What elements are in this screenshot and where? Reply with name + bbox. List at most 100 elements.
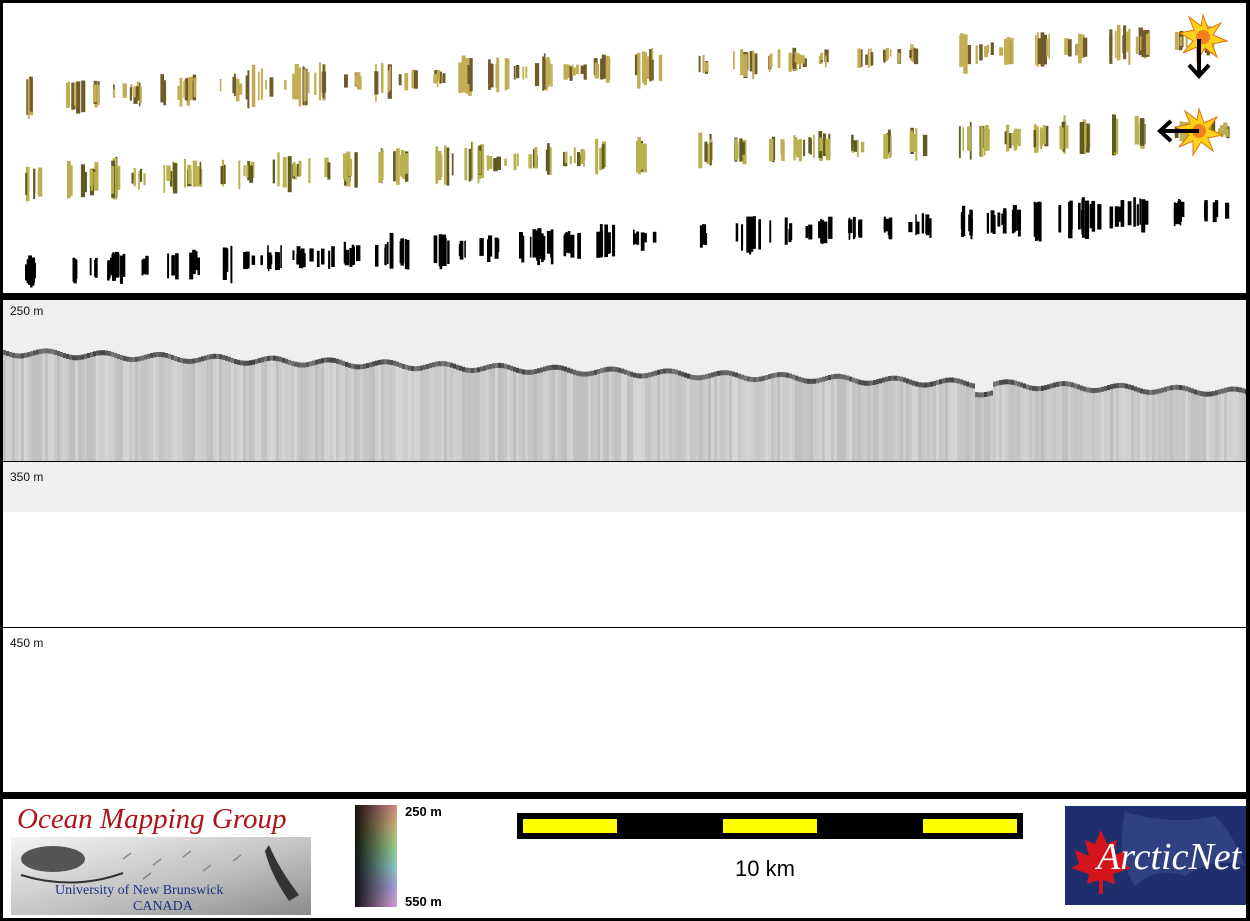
seabed-return [474, 367, 477, 373]
seabed-return [273, 355, 276, 361]
echo-column [528, 369, 531, 461]
relief-patch [642, 143, 647, 173]
echo-column [1170, 385, 1173, 461]
relief-patch [27, 78, 30, 119]
relief-patch [494, 237, 499, 259]
echo-column [633, 372, 636, 461]
echo-column [696, 375, 699, 461]
relief-patch [303, 69, 307, 102]
echo-column [1158, 388, 1161, 461]
seabed-return [345, 361, 348, 367]
echo-column [537, 368, 540, 461]
relief-patch [887, 133, 891, 153]
echo-column [51, 349, 54, 461]
relief-patch [284, 79, 287, 90]
relief-patch [404, 73, 409, 91]
relief-patch [1078, 33, 1082, 64]
relief-patch [735, 138, 738, 161]
echo-column [396, 361, 399, 461]
relief-patch [197, 257, 200, 275]
seabed-return [213, 353, 216, 359]
relief-patch [856, 139, 859, 157]
echo-column [240, 360, 243, 461]
echo-column [1146, 389, 1149, 461]
echo-column [1152, 389, 1155, 461]
relief-patch [389, 232, 394, 269]
seabed-return [651, 371, 654, 377]
relief-patch [1036, 202, 1039, 240]
seabed-return [543, 366, 546, 372]
relief-patch [1048, 33, 1050, 59]
relief-patch [179, 77, 183, 107]
relief-patch [1040, 32, 1045, 67]
relief-patch [808, 225, 811, 240]
seabed-return [162, 352, 165, 358]
echo-column [1056, 381, 1059, 461]
seabed-return [939, 379, 942, 385]
seabed-return [885, 376, 888, 382]
echo-column [369, 362, 372, 461]
seabed-return [123, 355, 126, 361]
echo-column [1242, 388, 1245, 461]
relief-patch [1059, 127, 1064, 150]
relief-patch [580, 149, 584, 164]
echo-column [306, 362, 309, 461]
relief-patch [643, 233, 647, 243]
relief-patch [525, 66, 528, 78]
seabed-return [1233, 386, 1236, 392]
seabed-return [555, 364, 558, 370]
relief-patch [230, 245, 233, 284]
echo-column [360, 364, 363, 461]
relief-patch [344, 249, 350, 266]
relief-patch [1004, 39, 1008, 60]
echo-column [72, 355, 75, 461]
echo-column [630, 371, 633, 461]
seabed-return [780, 372, 783, 377]
relief-patch [529, 236, 532, 258]
seabed-return [1230, 386, 1233, 392]
echo-column [972, 383, 975, 461]
relief-patch [38, 167, 43, 197]
seabed-return [462, 366, 465, 372]
seabed-return [285, 358, 288, 364]
relief-patch [467, 64, 470, 84]
relief-patch [163, 164, 166, 193]
echo-column [960, 379, 963, 461]
seabed-return [711, 372, 714, 378]
relief-patch [860, 141, 865, 153]
seabed-return [450, 362, 453, 368]
echo-column [618, 367, 621, 461]
echo-column [417, 366, 420, 461]
seabed-return [321, 358, 324, 364]
seabed-return [126, 356, 129, 362]
seabed-return [204, 355, 207, 361]
seabed-return [843, 374, 846, 380]
legend-panel: Ocean Mapping Group University of New Br… [3, 799, 1246, 918]
relief-patch [797, 53, 800, 65]
echo-column [519, 368, 522, 461]
seabed-return [1152, 389, 1155, 395]
seabed-return [681, 371, 684, 377]
relief-patch [395, 148, 400, 185]
echo-column [702, 374, 705, 461]
seabed-return [207, 354, 210, 360]
seabed-return [435, 361, 438, 367]
relief-patch [245, 251, 250, 269]
echo-column [3, 350, 6, 461]
seabed-return [960, 379, 963, 385]
echo-column [1062, 381, 1065, 461]
echo-column [174, 356, 177, 461]
echo-column [819, 377, 822, 461]
relief-patch [189, 252, 194, 280]
relief-patch [599, 147, 603, 171]
echo-column [657, 369, 660, 461]
relief-patch [528, 154, 533, 169]
echo-column [756, 377, 759, 461]
seabed-return [822, 376, 825, 382]
relief-patch [1113, 118, 1119, 155]
echo-column [660, 369, 663, 461]
seabed-return [987, 391, 990, 397]
echo-column [459, 365, 462, 461]
seabed-return [111, 351, 114, 357]
seabed-return [549, 365, 552, 371]
